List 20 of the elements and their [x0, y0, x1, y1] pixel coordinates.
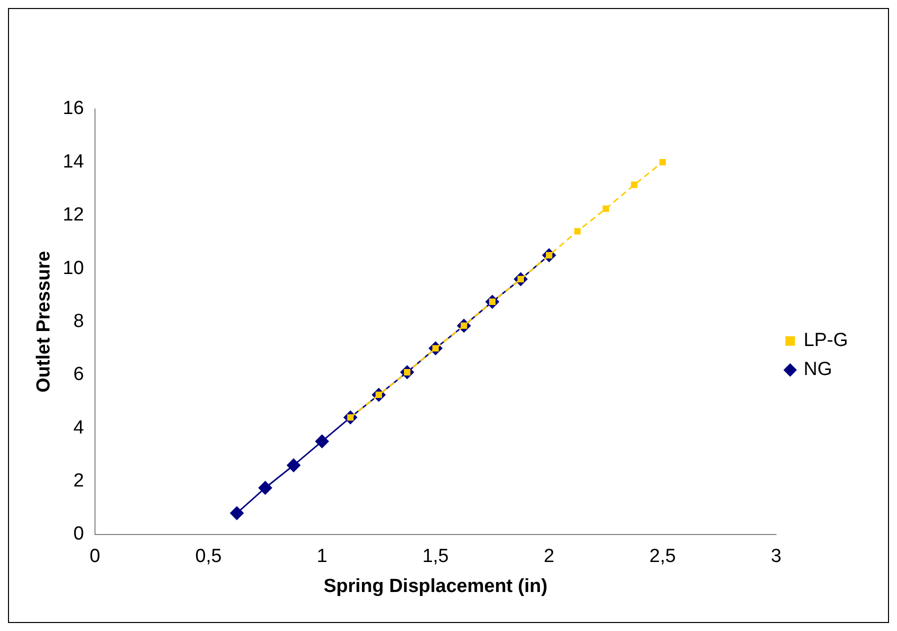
- x-axis-title: Spring Displacement (in): [324, 576, 548, 597]
- y-tick-label: 12: [62, 204, 84, 226]
- y-tick-label: 0: [73, 524, 84, 545]
- x-tick-label: 2,5: [649, 546, 676, 568]
- legend-label: LP-G: [804, 330, 848, 352]
- legend-label: NG: [804, 359, 832, 380]
- y-tick-label: 16: [62, 98, 84, 120]
- x-tick-label: 0,5: [195, 546, 222, 568]
- y-tick-label: 2: [73, 470, 84, 492]
- y-tick-label: 8: [73, 310, 84, 332]
- x-tick-label: 3: [770, 546, 782, 568]
- y-tick-label: 4: [73, 417, 84, 438]
- y-tick-label: 6: [73, 364, 84, 386]
- y-axis-title: Outlet Pressure: [34, 250, 55, 392]
- x-tick-label: 1: [316, 546, 328, 568]
- y-tick-label: 10: [62, 258, 84, 279]
- y-tick-label: 14: [62, 151, 84, 172]
- x-tick-label: 0: [90, 546, 100, 568]
- x-tick-label: 2: [544, 546, 554, 568]
- x-tick-label: 1,5: [422, 546, 449, 568]
